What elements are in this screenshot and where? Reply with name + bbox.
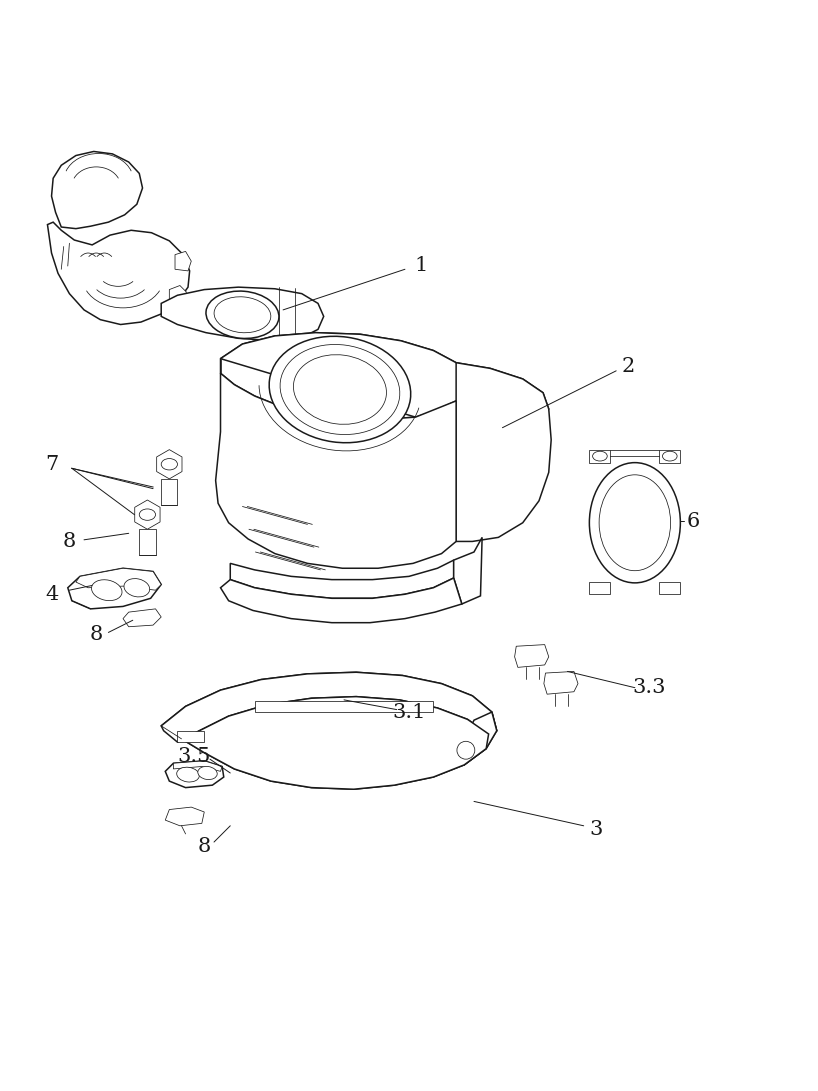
Polygon shape bbox=[161, 479, 178, 505]
Polygon shape bbox=[68, 568, 161, 609]
Text: 8: 8 bbox=[63, 532, 76, 551]
Polygon shape bbox=[216, 373, 456, 568]
Ellipse shape bbox=[198, 766, 218, 780]
Ellipse shape bbox=[592, 452, 607, 461]
Ellipse shape bbox=[177, 767, 200, 782]
Polygon shape bbox=[123, 609, 161, 626]
Polygon shape bbox=[135, 500, 160, 529]
Polygon shape bbox=[175, 251, 191, 271]
Ellipse shape bbox=[124, 578, 150, 597]
Polygon shape bbox=[178, 697, 488, 789]
Polygon shape bbox=[589, 449, 610, 463]
Polygon shape bbox=[221, 333, 456, 420]
Polygon shape bbox=[47, 223, 190, 324]
Polygon shape bbox=[169, 286, 187, 303]
Text: 3.5: 3.5 bbox=[177, 747, 210, 766]
Text: 3.3: 3.3 bbox=[632, 679, 665, 697]
Polygon shape bbox=[230, 560, 454, 598]
Polygon shape bbox=[161, 287, 324, 340]
Text: 3: 3 bbox=[589, 820, 603, 839]
Polygon shape bbox=[76, 568, 161, 590]
Polygon shape bbox=[157, 449, 182, 479]
Polygon shape bbox=[515, 645, 549, 668]
Polygon shape bbox=[161, 672, 497, 742]
Text: 7: 7 bbox=[45, 455, 58, 473]
Ellipse shape bbox=[214, 297, 271, 333]
Polygon shape bbox=[178, 731, 204, 742]
Polygon shape bbox=[254, 702, 434, 712]
Polygon shape bbox=[456, 712, 497, 767]
Text: 1: 1 bbox=[415, 255, 428, 275]
Text: 8: 8 bbox=[90, 625, 103, 645]
Polygon shape bbox=[221, 578, 462, 623]
Polygon shape bbox=[52, 152, 142, 229]
Ellipse shape bbox=[294, 355, 386, 424]
Ellipse shape bbox=[663, 452, 677, 461]
Polygon shape bbox=[456, 362, 551, 541]
Ellipse shape bbox=[206, 291, 279, 338]
Ellipse shape bbox=[269, 336, 411, 443]
Polygon shape bbox=[139, 529, 155, 555]
Ellipse shape bbox=[457, 741, 474, 759]
Polygon shape bbox=[165, 807, 204, 826]
Polygon shape bbox=[161, 672, 497, 789]
Ellipse shape bbox=[92, 579, 122, 601]
Ellipse shape bbox=[599, 475, 671, 571]
Polygon shape bbox=[544, 671, 578, 694]
Polygon shape bbox=[659, 583, 681, 595]
Polygon shape bbox=[659, 449, 681, 463]
Text: 4: 4 bbox=[45, 585, 58, 603]
Text: 6: 6 bbox=[687, 512, 700, 530]
Ellipse shape bbox=[589, 463, 681, 583]
Ellipse shape bbox=[161, 458, 178, 470]
Text: 3.1: 3.1 bbox=[393, 703, 425, 721]
Text: 2: 2 bbox=[622, 357, 635, 376]
Polygon shape bbox=[221, 333, 549, 439]
Text: 8: 8 bbox=[198, 837, 211, 855]
Polygon shape bbox=[589, 583, 610, 595]
Ellipse shape bbox=[280, 345, 400, 434]
Ellipse shape bbox=[139, 508, 155, 520]
Polygon shape bbox=[454, 538, 482, 604]
Polygon shape bbox=[165, 760, 224, 788]
Polygon shape bbox=[173, 760, 222, 771]
